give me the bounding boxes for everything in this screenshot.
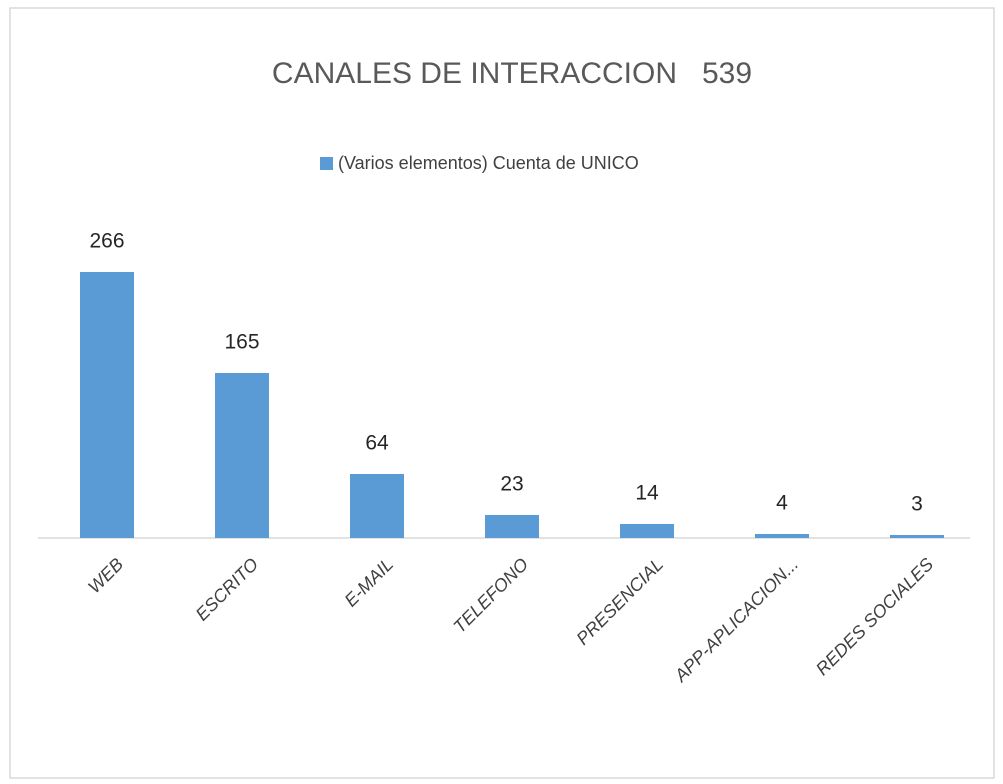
chart-title: CANALES DE INTERACCION 539 [272,57,752,90]
legend-swatch [320,157,333,170]
bar [215,373,269,538]
legend-label: (Varios elementos) Cuenta de UNICO [338,153,639,173]
data-label: 4 [776,492,788,515]
data-label: 165 [224,331,259,354]
chart-border [9,7,995,779]
data-label: 266 [89,230,124,253]
data-label: 64 [365,432,389,455]
bar [350,474,404,538]
data-label: 3 [911,493,923,516]
bar [755,534,809,538]
data-label: 14 [635,482,659,505]
bar [890,535,944,538]
bar [80,272,134,538]
bar [485,515,539,538]
bar [620,524,674,538]
data-label: 23 [500,473,523,496]
